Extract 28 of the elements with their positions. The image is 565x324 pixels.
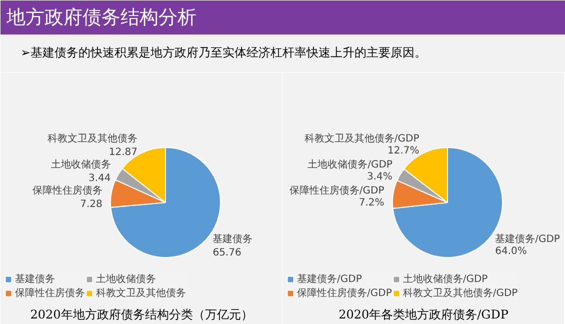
legend-label: 科教文卫及其他债务 xyxy=(96,286,186,300)
text: 2020年地方政府债务结构分类（万亿元） xyxy=(30,308,253,322)
data-label: 7.28 xyxy=(80,198,102,210)
slice-label: 基建债务 xyxy=(212,233,253,246)
data-label: 65.76 xyxy=(212,248,242,259)
data-label: 64.0% xyxy=(495,246,527,257)
text: 地方政府债务结构分析 xyxy=(6,6,196,28)
slice-label: 基建债务/GDP xyxy=(495,232,560,245)
legend-label: 土地收储债务 xyxy=(96,272,156,286)
legend-label: 土地收储债务/GDP xyxy=(402,272,488,286)
data-label: 3.4% xyxy=(367,172,392,183)
slice-label: 科教文卫及其他债务 xyxy=(48,132,138,144)
legend-label: 保障性住房债务 xyxy=(15,286,85,300)
slice-label: 土地收储债务/GDP xyxy=(308,158,392,171)
data-label: 3.44 xyxy=(88,172,111,184)
data-label: 12.87 xyxy=(108,146,138,158)
slice-label: 土地收储债务 xyxy=(50,158,111,170)
data-label: 12.7% xyxy=(387,146,420,157)
text: ➢基建债务的快速积累是地方政府乃至实体经济杠杆率快速上升的主要原因。 xyxy=(20,46,426,60)
legend-label: 基建债务 xyxy=(15,272,55,286)
legend-label: 保障性住房债务/GDP xyxy=(297,286,392,300)
slice-label: 科教文卫及其他债务/GDP xyxy=(304,132,420,145)
slice-label: 保障性住房债务 xyxy=(32,184,102,196)
text: 2020年各类地方政府债务/GDP xyxy=(338,308,508,322)
legend-label: 科教文卫及其他债务/GDP xyxy=(402,286,518,300)
legend-label: 基建债务/GDP xyxy=(297,272,362,286)
data-label: 7.2% xyxy=(358,198,384,209)
slice-label: 保障性住房债务/GDP xyxy=(289,184,384,197)
